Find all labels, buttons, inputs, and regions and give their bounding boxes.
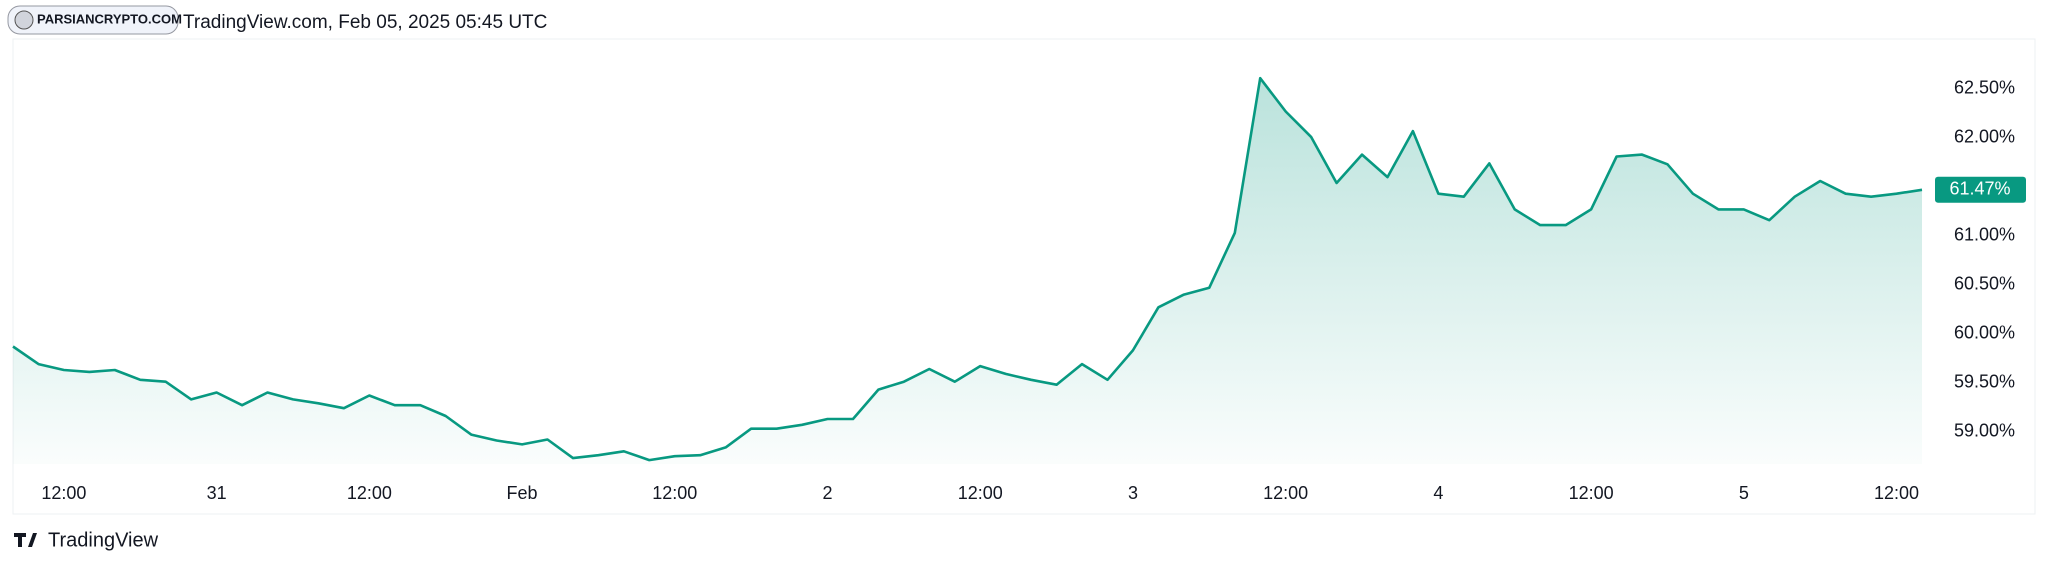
y-tick-label: 60.50% bbox=[1954, 274, 2015, 294]
x-tick-label: 12:00 bbox=[652, 483, 697, 503]
y-tick-label: 62.50% bbox=[1954, 78, 2015, 98]
tv-icon bbox=[14, 533, 37, 547]
price-line bbox=[12, 76, 1923, 462]
plot-frame bbox=[12, 38, 2036, 515]
watermark-icon bbox=[14, 10, 34, 30]
x-tick-label: 31 bbox=[207, 483, 227, 503]
area-fill bbox=[13, 78, 1922, 464]
y-tick-label: 61.00% bbox=[1954, 225, 2015, 245]
footer-logo: TradingView bbox=[14, 529, 159, 551]
x-tick-label: 4 bbox=[1433, 483, 1443, 503]
y-tick-label: 62.00% bbox=[1954, 127, 2015, 147]
x-tick-label: 2 bbox=[822, 483, 832, 503]
last-value-label: 61.47% bbox=[1949, 179, 2010, 199]
x-tick-label: 12:00 bbox=[1263, 483, 1308, 503]
y-tick-label: 59.00% bbox=[1954, 420, 2015, 440]
x-tick-label: 12:00 bbox=[41, 483, 86, 503]
last-value-box bbox=[1935, 176, 2026, 203]
x-tick-label: 3 bbox=[1128, 483, 1138, 503]
x-tick-label: 5 bbox=[1739, 483, 1749, 503]
watermark-badge bbox=[7, 5, 179, 35]
x-tick-label: 12:00 bbox=[1569, 483, 1614, 503]
x-tick-label: 12:00 bbox=[958, 483, 1003, 503]
x-tick-label: 12:00 bbox=[1874, 483, 1919, 503]
y-tick-label: 60.00% bbox=[1954, 323, 2015, 343]
x-tick-label: 12:00 bbox=[347, 483, 392, 503]
y-tick-label: 59.50% bbox=[1954, 371, 2015, 391]
watermark: PARSIANCRYPTO.COM bbox=[7, 5, 182, 35]
x-tick-label: Feb bbox=[507, 483, 538, 503]
footer-text: TradingView bbox=[48, 529, 159, 551]
watermark-text: PARSIANCRYPTO.COM bbox=[37, 11, 182, 26]
header-subtitle: TradingView.com, Feb 05, 2025 05:45 UTC bbox=[183, 12, 547, 33]
